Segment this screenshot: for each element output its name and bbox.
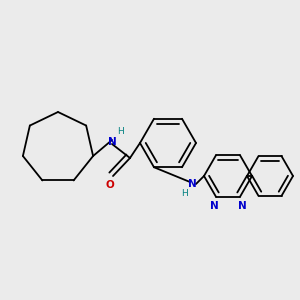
Text: N: N — [210, 201, 218, 211]
Text: O: O — [106, 180, 114, 190]
Text: N: N — [238, 201, 246, 211]
Text: H: H — [181, 190, 188, 199]
Text: H: H — [117, 128, 123, 136]
Text: N: N — [188, 179, 196, 189]
Text: N: N — [108, 137, 116, 147]
